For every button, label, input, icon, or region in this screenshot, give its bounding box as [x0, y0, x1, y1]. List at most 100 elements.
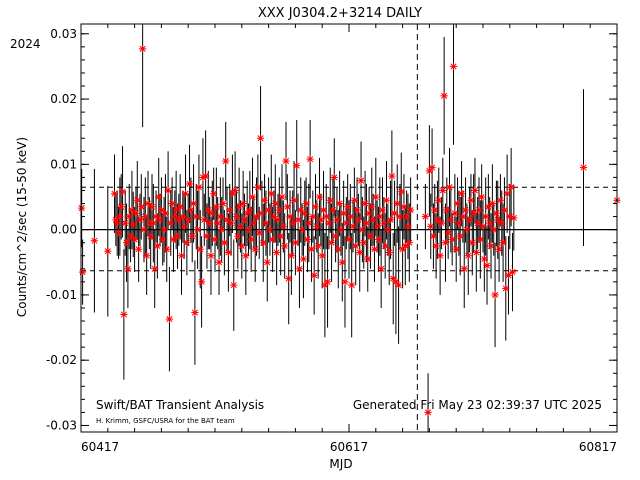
data-point	[191, 308, 199, 317]
data-point	[113, 219, 121, 227]
data-point	[435, 196, 443, 204]
data-point	[344, 203, 352, 211]
data-point	[440, 92, 448, 100]
data-point	[265, 206, 273, 214]
data-point	[377, 265, 385, 273]
data-point	[149, 219, 157, 227]
data-point	[306, 155, 314, 163]
data-point	[124, 265, 132, 273]
x-tick-label: 60617	[330, 440, 368, 454]
data-point	[274, 216, 282, 224]
data-point	[291, 239, 299, 247]
data-point	[126, 232, 135, 240]
data-point	[251, 245, 259, 253]
data-point	[332, 232, 340, 240]
data-point	[278, 193, 286, 201]
data-point	[467, 196, 475, 204]
data-point	[156, 216, 164, 224]
data-point	[431, 206, 439, 214]
data-point	[148, 203, 156, 211]
data-point	[453, 199, 462, 208]
data-point	[254, 183, 262, 191]
data-point	[152, 212, 160, 221]
data-point	[219, 199, 227, 208]
data-point	[232, 212, 241, 221]
data-point	[404, 222, 412, 230]
data-point	[368, 203, 376, 211]
data-point	[159, 235, 167, 244]
data-point	[128, 206, 136, 214]
data-point	[157, 206, 165, 214]
data-point	[203, 232, 211, 240]
data-point	[230, 281, 238, 289]
data-point	[267, 190, 275, 198]
data-point	[366, 232, 375, 240]
data-point	[114, 229, 123, 237]
data-point	[125, 212, 133, 221]
data-point	[171, 212, 179, 221]
data-point	[302, 199, 310, 208]
data-point	[342, 219, 350, 227]
data-point	[277, 232, 285, 240]
year-label: 2024	[10, 37, 41, 51]
x-tick-label: 60817	[579, 440, 617, 454]
data-point	[380, 219, 388, 227]
data-point	[307, 245, 316, 253]
data-point	[361, 199, 369, 208]
data-point	[200, 216, 208, 224]
data-point	[445, 183, 454, 191]
x-axis-title: MJD	[329, 457, 352, 471]
data-point	[452, 245, 460, 253]
data-point	[349, 222, 357, 230]
data-point	[283, 203, 291, 211]
data-point	[502, 284, 510, 292]
data-point	[214, 219, 222, 227]
data-point	[218, 226, 226, 234]
data-point	[327, 239, 336, 247]
data-point	[447, 216, 455, 224]
data-point	[234, 232, 242, 240]
data-point	[484, 203, 492, 211]
data-point	[195, 183, 203, 191]
data-point	[323, 278, 332, 286]
data-point	[140, 226, 148, 234]
data-point	[350, 196, 358, 204]
data-point	[360, 239, 368, 247]
data-point	[325, 219, 333, 227]
data-point	[294, 216, 302, 224]
data-point	[131, 235, 139, 244]
data-point	[357, 177, 365, 185]
data-point	[196, 245, 204, 253]
data-point	[356, 248, 364, 257]
data-point	[189, 199, 198, 208]
data-point	[104, 247, 112, 255]
data-point	[384, 226, 392, 234]
data-point	[436, 252, 444, 260]
data-point	[397, 188, 405, 196]
data-point	[456, 232, 464, 240]
data-point	[478, 193, 486, 201]
data-point	[161, 209, 170, 217]
data-point	[427, 222, 435, 230]
data-point	[507, 183, 515, 191]
data-point	[153, 242, 161, 250]
data-point	[207, 252, 215, 260]
data-point	[260, 196, 269, 204]
data-point	[211, 235, 219, 244]
data-point	[202, 172, 210, 180]
data-point	[110, 190, 119, 198]
data-point	[212, 203, 220, 211]
data-point	[479, 222, 487, 230]
data-point	[396, 212, 404, 221]
data-point	[210, 190, 218, 198]
data-point	[258, 209, 266, 217]
data-point	[483, 261, 491, 270]
data-point	[475, 206, 483, 214]
data-point	[167, 219, 175, 227]
data-point	[439, 186, 447, 195]
data-point	[263, 258, 271, 266]
data-point	[318, 252, 326, 260]
data-point	[216, 212, 224, 221]
data-point	[132, 209, 140, 217]
